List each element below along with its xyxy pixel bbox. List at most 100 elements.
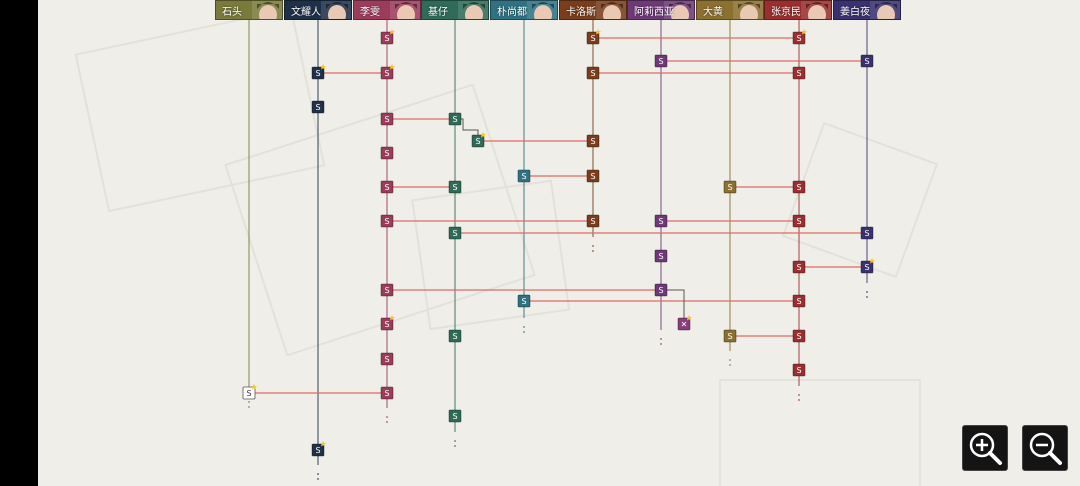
node-box: [586, 214, 600, 228]
story-node[interactable]: S: [380, 315, 395, 331]
story-node[interactable]: S: [792, 294, 806, 308]
story-node[interactable]: S: [792, 363, 806, 377]
story-node[interactable]: S: [586, 214, 600, 228]
node-letter: S: [384, 115, 389, 124]
character-header-4[interactable]: 朴尚都: [490, 0, 558, 20]
route-map[interactable]: S S S S S S S S S S S S S S S S S S S S S S S S S S S S S S S S S S S ✕ S S S S…: [38, 0, 1080, 486]
story-node[interactable]: ✕: [677, 315, 692, 331]
star-icon: [320, 441, 326, 447]
node-letter: S: [796, 366, 801, 375]
story-node[interactable]: S: [448, 409, 462, 423]
story-node[interactable]: S: [860, 54, 874, 68]
node-box: [517, 169, 531, 183]
character-header-7[interactable]: 大黄: [696, 0, 764, 20]
story-node[interactable]: S: [380, 214, 394, 228]
story-node[interactable]: S: [723, 180, 737, 194]
node-box: [792, 329, 806, 343]
story-node[interactable]: S: [654, 283, 668, 297]
story-node[interactable]: S: [860, 258, 875, 274]
node-letter: S: [796, 183, 801, 192]
story-node[interactable]: S: [311, 64, 326, 80]
story-node[interactable]: S: [792, 180, 806, 194]
character-header-5[interactable]: 卡洛斯: [559, 0, 627, 20]
character-portrait: [321, 1, 351, 19]
node-box: [654, 54, 668, 68]
character-header-3[interactable]: 基仔: [421, 0, 489, 20]
character-header-8[interactable]: 张京民: [764, 0, 832, 20]
node-box: [471, 134, 485, 148]
character-header-6[interactable]: 阿莉西亚: [627, 0, 695, 20]
story-node[interactable]: S: [380, 112, 394, 126]
zoom-in-button[interactable]: [962, 425, 1008, 471]
story-node[interactable]: S: [654, 249, 668, 263]
node-box: [380, 66, 394, 80]
story-node[interactable]: S: [792, 329, 806, 343]
background-decoration: [74, 7, 939, 486]
node-box: [586, 66, 600, 80]
character-header-9[interactable]: 姜白夜: [833, 0, 901, 20]
story-node[interactable]: S: [242, 384, 257, 400]
node-box: [311, 443, 325, 457]
story-node[interactable]: S: [517, 294, 531, 308]
node-letter: S: [590, 172, 595, 181]
story-node[interactable]: S: [654, 54, 668, 68]
story-node[interactable]: S: [380, 352, 394, 366]
character-timelines: [248, 20, 868, 483]
character-name: 大黄: [703, 6, 723, 18]
story-node[interactable]: S: [586, 134, 600, 148]
zoom-out-button[interactable]: [1022, 425, 1068, 471]
story-node[interactable]: S: [723, 329, 737, 343]
character-name: 朴尚都: [497, 6, 527, 18]
story-node[interactable]: S: [311, 100, 325, 114]
node-box: [723, 180, 737, 194]
story-node[interactable]: S: [792, 260, 806, 274]
character-header-2[interactable]: 李雯: [353, 0, 421, 20]
node-box: [242, 386, 256, 400]
story-node[interactable]: S: [792, 29, 807, 45]
node-box: [792, 294, 806, 308]
character-name: 阿莉西亚: [634, 6, 674, 18]
story-node[interactable]: S: [586, 29, 601, 45]
story-route-board[interactable]: S S S S S S S S S S S S S S S S S S S S S S S S S S S S S S S S S S S ✕ S S S S…: [38, 0, 1080, 486]
story-nodes[interactable]: S S S S S S S S S S S S S S S S S S S S S S S S S S S S S S S S S S S ✕ S S S S…: [242, 29, 875, 457]
character-portrait: [458, 1, 488, 19]
story-node[interactable]: S: [448, 112, 462, 126]
node-letter: S: [590, 217, 595, 226]
node-letter: S: [658, 57, 663, 66]
story-node[interactable]: S: [448, 226, 462, 240]
story-node[interactable]: S: [792, 66, 806, 80]
character-portrait: [390, 1, 420, 19]
story-node[interactable]: S: [380, 180, 394, 194]
node-box: [311, 100, 325, 114]
story-node[interactable]: S: [654, 214, 668, 228]
story-node[interactable]: S: [448, 180, 462, 194]
story-node[interactable]: S: [586, 169, 600, 183]
story-node[interactable]: S: [380, 29, 395, 45]
story-node[interactable]: S: [311, 441, 326, 457]
star-icon: [801, 29, 807, 35]
node-letter: S: [796, 297, 801, 306]
story-node[interactable]: S: [448, 329, 462, 343]
zoom-in-icon: [969, 432, 1002, 465]
story-node[interactable]: S: [380, 283, 394, 297]
character-header-1[interactable]: 文耀人: [284, 0, 352, 20]
character-header-0[interactable]: 石头: [215, 0, 283, 20]
story-node[interactable]: S: [860, 226, 874, 240]
node-letter: S: [452, 412, 457, 421]
node-letter: S: [246, 389, 251, 398]
story-node[interactable]: S: [792, 214, 806, 228]
story-node[interactable]: S: [586, 66, 600, 80]
character-portrait: [870, 1, 900, 19]
node-letter: S: [590, 137, 595, 146]
story-node[interactable]: S: [380, 146, 394, 160]
story-node[interactable]: S: [380, 386, 394, 400]
story-node[interactable]: S: [471, 132, 486, 148]
node-box: [792, 214, 806, 228]
node-box: [723, 329, 737, 343]
node-letter: S: [796, 263, 801, 272]
node-letter: S: [384, 355, 389, 364]
story-node[interactable]: S: [380, 64, 395, 80]
character-portrait: [733, 1, 763, 19]
story-node[interactable]: S: [517, 169, 531, 183]
node-box: [860, 260, 874, 274]
